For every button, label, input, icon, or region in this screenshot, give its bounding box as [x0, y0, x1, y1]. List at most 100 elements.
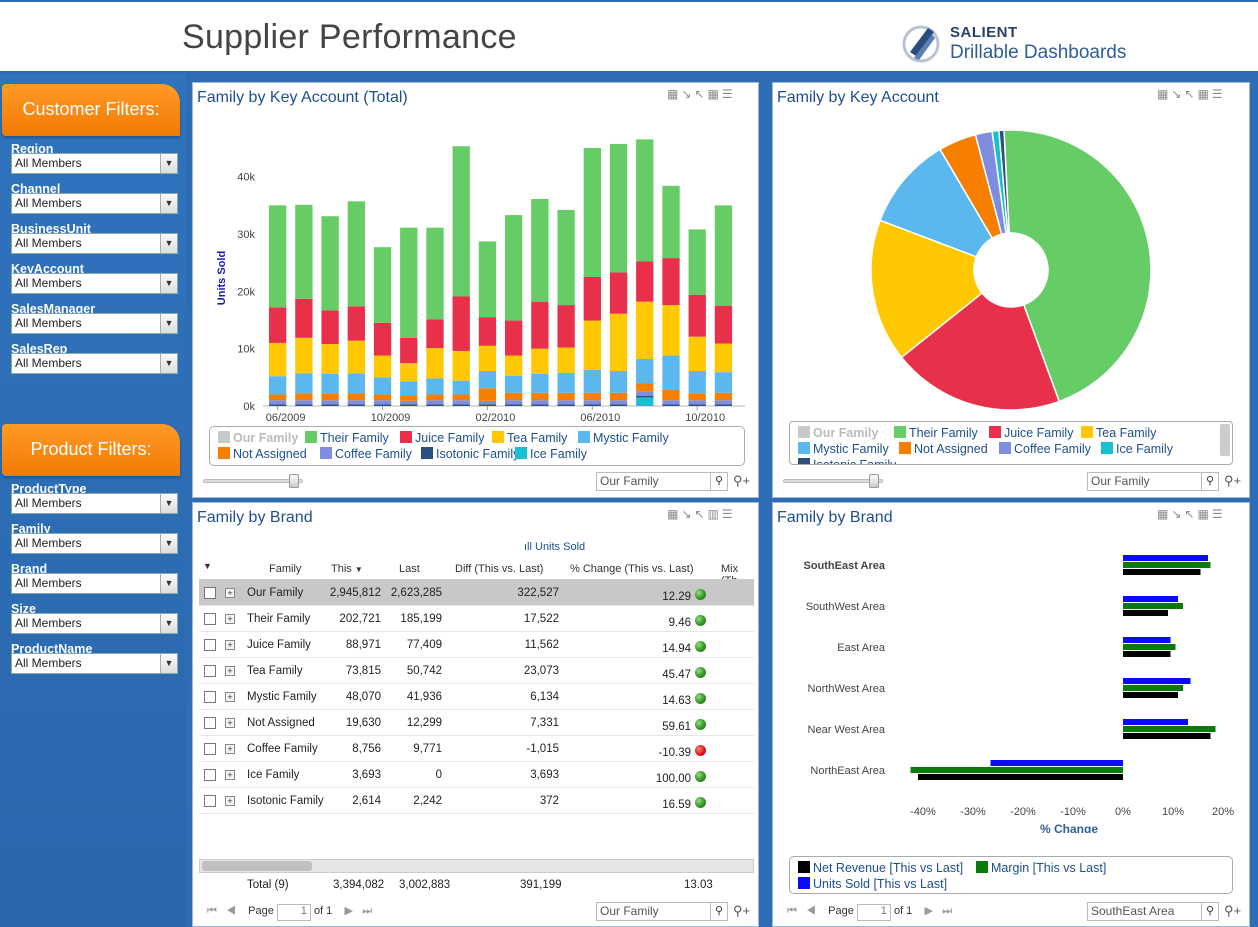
col-diff[interactable]: Diff (This vs. Last) [455, 563, 544, 575]
legend-item[interactable]: Juice Family [989, 426, 1073, 440]
chevron-down-icon[interactable]: ▼ [160, 534, 177, 553]
legend-item[interactable]: Not Assigned [899, 442, 988, 456]
filter-select[interactable]: All Members ▼ [11, 573, 178, 594]
chart-zoom-slider[interactable] [783, 474, 883, 488]
chevron-down-icon[interactable]: ▼ [160, 274, 177, 293]
chart-type-icon[interactable]: ▦ [667, 507, 682, 521]
search-icon[interactable]: ⚲ [710, 903, 727, 920]
table-row[interactable]: + Not Assigned 19,630 12,299 7,331 59.61 [199, 710, 754, 736]
expand-row-icon[interactable]: + [225, 770, 235, 780]
chevron-down-icon[interactable]: ▼ [160, 234, 177, 253]
filter-select[interactable]: All Members ▼ [11, 353, 178, 374]
row-menu-icon[interactable]: ▼ [203, 561, 212, 571]
row-checkbox[interactable] [204, 587, 216, 599]
chevron-down-icon[interactable]: ▼ [160, 494, 177, 513]
table-row[interactable]: + Our Family 2,945,812 2,623,285 322,527 12.2… [199, 580, 754, 606]
expand-row-icon[interactable]: + [225, 640, 235, 650]
chevron-down-icon[interactable]: ▼ [160, 574, 177, 593]
last-page-icon[interactable]: ⏭ [362, 905, 373, 917]
prev-page-icon[interactable]: ◀ [806, 905, 816, 917]
page-input[interactable]: 1 [856, 904, 891, 921]
expand-icon[interactable]: ↖ [1184, 87, 1198, 101]
row-checkbox[interactable] [204, 743, 216, 755]
chart-type-icon[interactable]: ▦ [667, 87, 682, 101]
filter-select[interactable]: All Members ▼ [11, 233, 178, 254]
legend-item[interactable]: Tea Family [1081, 426, 1156, 440]
search-input[interactable]: Our Family ⚲ [1087, 472, 1219, 491]
filter-select[interactable]: All Members ▼ [11, 273, 178, 294]
filter-select[interactable]: All Members ▼ [11, 193, 178, 214]
legend-item[interactable]: Ice Family [1101, 442, 1173, 456]
row-checkbox[interactable] [204, 639, 216, 651]
legend-item[interactable]: Tea Family [492, 431, 567, 445]
chevron-down-icon[interactable]: ▼ [160, 354, 177, 373]
expand-row-icon[interactable]: + [225, 796, 235, 806]
filter-select[interactable]: All Members ▼ [11, 313, 178, 334]
legend-item[interactable]: Margin [This vs Last] [976, 861, 1106, 875]
legend-item[interactable]: Mystic Family [578, 431, 669, 445]
chevron-down-icon[interactable]: ▼ [160, 654, 177, 673]
table-row[interactable]: + Juice Family 88,971 77,409 11,562 14.94 [199, 632, 754, 658]
legend-item[interactable]: Our Family [218, 431, 298, 445]
page-input[interactable]: 1 [276, 904, 311, 921]
legend-item[interactable]: Units Sold [This vs Last] [798, 877, 947, 891]
legend-item[interactable]: Not Assigned [218, 447, 307, 461]
menu-icon[interactable]: ☰ [721, 507, 736, 521]
filter-select[interactable]: All Members ▼ [11, 613, 178, 634]
filter-select[interactable]: All Members ▼ [11, 493, 178, 514]
table-row[interactable]: + Ice Family 3,693 0 3,693 100.00 [199, 762, 754, 788]
table-row[interactable]: + Their Family 202,721 185,199 17,522 9.46 [199, 606, 754, 632]
legend-item[interactable]: Their Family [894, 426, 978, 440]
expand-icon[interactable]: ↖ [1184, 507, 1198, 521]
scrollbar-thumb[interactable] [202, 861, 312, 871]
expand-row-icon[interactable]: + [225, 666, 235, 676]
first-page-icon[interactable]: ⏮ [207, 905, 217, 917]
expand-row-icon[interactable]: + [225, 744, 235, 754]
expand-row-icon[interactable]: + [225, 718, 235, 728]
prev-page-icon[interactable]: ◀ [226, 905, 236, 917]
table-row[interactable]: + Tea Family 73,815 50,742 23,073 45.47 [199, 658, 754, 684]
row-checkbox[interactable] [204, 691, 216, 703]
col-family[interactable]: Family [269, 563, 302, 575]
expand-row-icon[interactable]: + [225, 614, 235, 624]
search-icon[interactable]: ⚲ [1201, 473, 1218, 490]
next-page-icon[interactable]: ▶ [344, 905, 354, 917]
grid-view-icon[interactable]: ▦ [1197, 507, 1212, 521]
search-input[interactable]: Our Family ⚲ [596, 902, 728, 921]
next-page-icon[interactable]: ▶ [924, 905, 934, 917]
search-input[interactable]: SouthEast Area ⚲ [1087, 902, 1219, 921]
drill-down-icon[interactable]: ↘ [681, 87, 695, 101]
row-checkbox[interactable] [204, 769, 216, 781]
legend-item[interactable]: Isotonic Family [798, 458, 896, 464]
search-icon[interactable]: ⚲ [1201, 903, 1218, 920]
slider-handle[interactable] [289, 474, 299, 488]
table-row[interactable]: + Coffee Family 8,756 9,771 -1,015 -10.39 [199, 736, 754, 762]
drill-down-icon[interactable]: ↘ [1171, 507, 1185, 521]
add-search-icon[interactable]: ⚲+ [733, 903, 751, 918]
menu-icon[interactable]: ☰ [1211, 507, 1226, 521]
drill-down-icon[interactable]: ↘ [681, 507, 695, 521]
chevron-down-icon[interactable]: ▼ [160, 194, 177, 213]
legend-item[interactable]: Coffee Family [320, 447, 412, 461]
legend-item[interactable]: Our Family [798, 426, 878, 440]
legend-item[interactable]: Coffee Family [999, 442, 1091, 456]
grid-view-icon[interactable]: ▦ [1197, 87, 1212, 101]
expand-icon[interactable]: ↖ [694, 87, 708, 101]
filter-select[interactable]: All Members ▼ [11, 653, 178, 674]
row-checkbox[interactable] [204, 795, 216, 807]
chart-type-icon[interactable]: ▦ [1157, 507, 1172, 521]
legend-item[interactable]: Their Family [305, 431, 389, 445]
legend-item[interactable]: Isotonic Family [421, 447, 519, 461]
col-pct-change[interactable]: % Change (This vs. Last) [570, 563, 694, 575]
legend-item[interactable]: Net Revenue [This vs Last] [798, 861, 963, 875]
add-search-icon[interactable]: ⚲+ [733, 473, 751, 488]
first-page-icon[interactable]: ⏮ [787, 905, 797, 917]
col-this[interactable]: This ▼ [331, 563, 363, 575]
legend-item[interactable]: Ice Family [515, 447, 587, 461]
add-search-icon[interactable]: ⚲+ [1224, 903, 1242, 918]
grid-view-icon[interactable]: ▦ [707, 87, 722, 101]
add-search-icon[interactable]: ⚲+ [1224, 473, 1242, 488]
filter-select[interactable]: All Members ▼ [11, 533, 178, 554]
last-page-icon[interactable]: ⏭ [942, 905, 953, 917]
col-last[interactable]: Last [399, 563, 420, 575]
